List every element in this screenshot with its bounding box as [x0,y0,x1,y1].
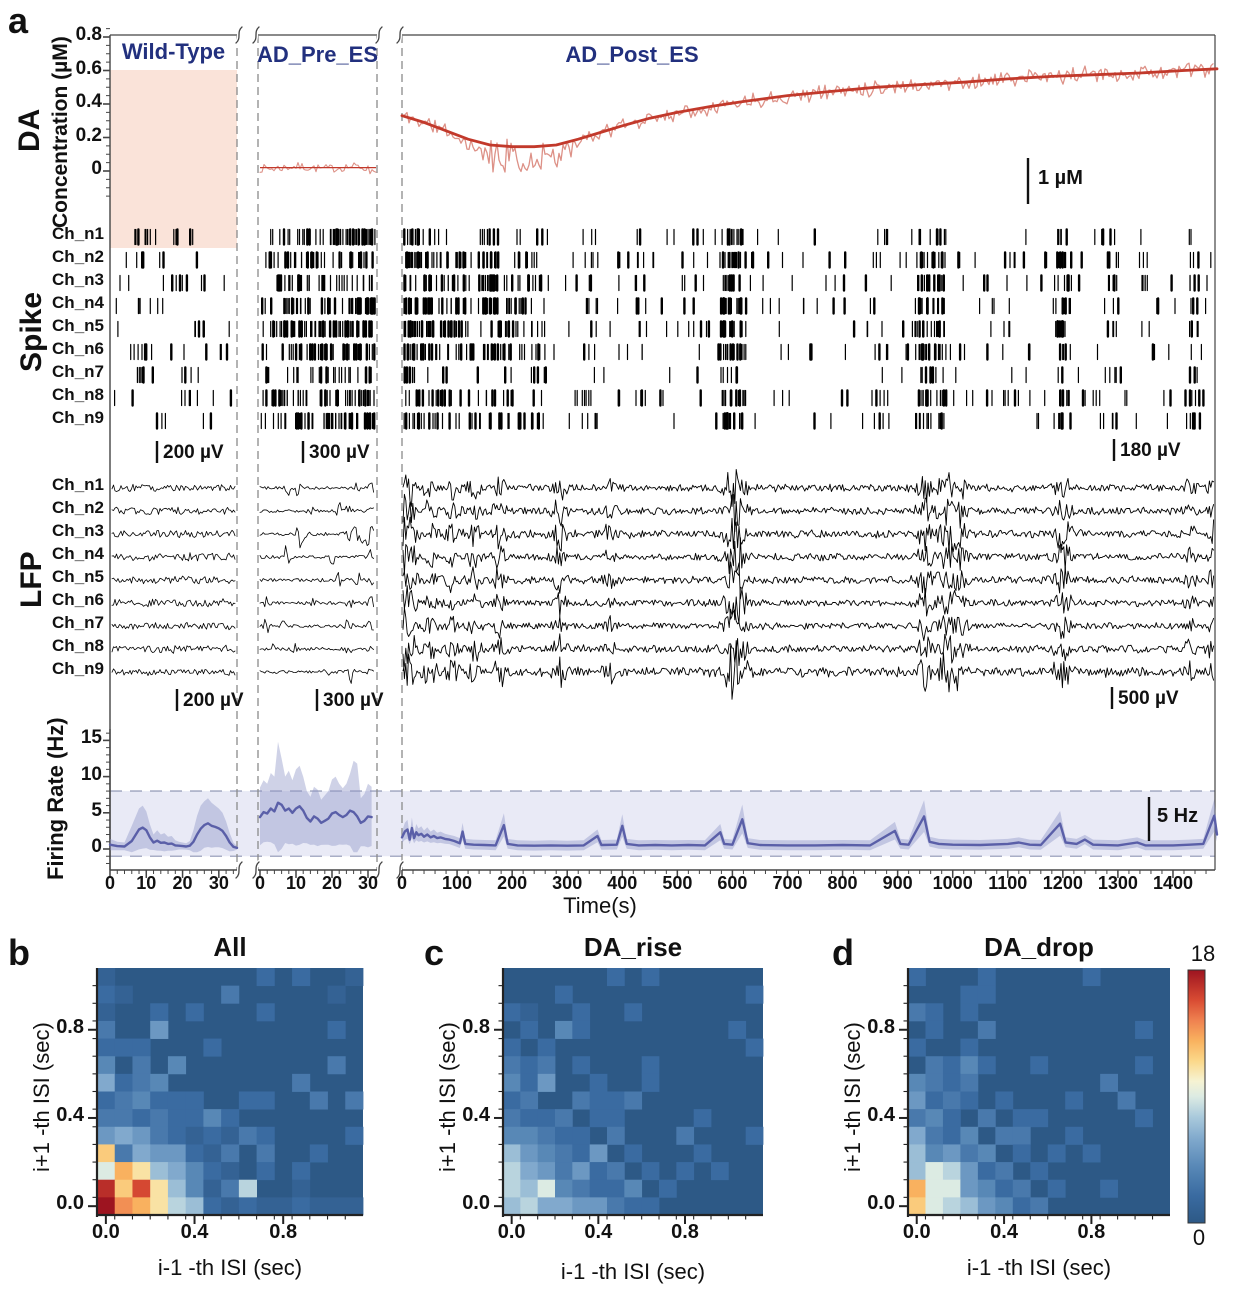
da-section-label: DA [13,108,46,152]
fr-scalebar-post: 5 Hz [1157,805,1199,827]
isi-ytick-label: 0.0 [56,1192,84,1215]
lfp-channel-label: Ch_n5 [52,567,104,586]
isi-xtick-label: 0.4 [584,1221,613,1243]
time-xtick-label: 10 [136,873,157,893]
isi-xtick-label: 0.0 [91,1221,120,1243]
isi-xlabel-d: i-1 -th ISI (sec) [966,1255,1112,1280]
time-xtick-label: 900 [882,873,913,893]
isi-ytick-label: 0.0 [462,1192,490,1215]
isi-xtick-label: 0.4 [180,1221,209,1243]
lfp-scalebar-post: 500 µV [1118,688,1179,709]
time-xtick-label: 700 [772,873,803,893]
time-xtick-label: 400 [607,873,638,893]
spike-scalebar-post: 180 µV [1120,440,1181,461]
lfp-channel-label: Ch_n1 [52,475,104,494]
spike-channel-label: Ch_n6 [52,339,104,358]
colorbar-min-label: 0 [1192,1225,1206,1250]
spike-channel-label: Ch_n3 [52,270,104,289]
da-ytick-label: 0.2 [75,124,102,146]
panel-a-label: a [8,0,29,41]
lfp-channel-label: Ch_n2 [52,498,104,517]
heatmap-title-all: All [213,932,247,962]
column-title-ad-post-es: AD_Post_ES [565,42,699,67]
panel-b-label: b [8,932,30,973]
isi-xtick-label: 0.0 [497,1221,526,1243]
fr-ytick-label: 15 [80,727,102,749]
lfp-channel-label: Ch_n3 [52,521,104,540]
isi-ytick-label: 0.8 [56,1015,84,1038]
lfp-scalebar-wt: 200 µV [183,690,244,711]
isi-ytick-label: 0.4 [56,1103,84,1126]
column-title-ad-pre-es: AD_Pre_ES [256,42,379,67]
time-xtick-label: 20 [172,873,193,893]
isi-xtick-label: 0.4 [990,1221,1018,1243]
lfp-channel-label: Ch_n4 [52,544,104,563]
da-ytick-label: 0 [91,158,102,179]
spike-scalebar-pre: 300 µV [309,442,370,463]
lfp-channel-label: Ch_n9 [52,659,104,678]
isi-xlabel-c: i-1 -th ISI (sec) [560,1259,706,1284]
spike-channel-label: Ch_n5 [52,316,104,335]
isi-xlabel-b: i-1 -th ISI (sec) [157,1255,303,1280]
time-xtick-label: 30 [208,873,229,893]
isi-xtick-label: 0.8 [671,1221,699,1243]
lfp-channel-label: Ch_n6 [52,590,104,609]
time-xtick-label: 0 [254,873,265,893]
isi-xtick-label: 0.8 [1077,1221,1106,1243]
spike-channel-label: Ch_n8 [52,385,104,404]
time-xtick-label: 1400 [1152,873,1193,893]
heatmap-title-da-rise: DA_rise [583,932,683,962]
isi-ytick-label: 0.4 [462,1103,490,1126]
isi-xtick-label: 0.8 [269,1221,298,1243]
time-xtick-label: 0 [104,873,115,893]
time-xtick-label: 500 [662,873,693,893]
isi-ytick-label: 0.0 [867,1192,895,1215]
spike-channel-label: Ch_n2 [52,247,104,266]
time-axis-title: Time(s) [563,893,637,918]
lfp-channel-label: Ch_n8 [52,636,104,655]
time-xtick-label: 0 [396,873,407,893]
isi-ytick-label: 0.8 [462,1015,490,1038]
panel-d-label: d [832,932,854,973]
spike-channel-label: Ch_n9 [52,408,104,427]
time-xtick-label: 600 [717,873,748,893]
lfp-scalebar-pre: 300 µV [323,690,384,711]
spike-scalebar-wt: 200 µV [163,442,224,463]
colorbar-max-label: 18 [1190,941,1216,966]
time-xtick-label: 1300 [1097,873,1138,893]
isi-ylabel-b: i+1 -th ISI (sec) [29,1022,54,1172]
da-ytick-label: 0.6 [75,57,102,79]
time-xtick-label: 800 [827,873,858,893]
time-xtick-label: 1000 [932,873,973,893]
fr-ytick-label: 10 [80,763,102,785]
time-xtick-label: 200 [497,873,528,893]
isi-ytick-label: 0.4 [867,1103,895,1126]
time-xtick-label: 30 [357,873,379,893]
isi-ylabel-d: i+1 -th ISI (sec) [840,1022,865,1172]
lfp-channel-label: Ch_n7 [52,613,104,632]
spike-channel-label: Ch_n4 [52,293,104,312]
time-xtick-label: 10 [285,873,307,893]
isi-ylabel-c: i+1 -th ISI (sec) [435,1022,460,1172]
time-xtick-label: 100 [442,873,473,893]
isi-xtick-label: 0.0 [902,1221,931,1243]
fr-ytick-label: 5 [91,799,102,821]
heatmap-title-da-drop: DA_drop [984,932,1094,962]
time-xtick-label: 1200 [1042,873,1083,893]
isi-ytick-label: 0.8 [867,1015,895,1038]
da-scalebar-label: 1 µM [1038,167,1083,189]
column-title-wild-type: Wild-Type [121,39,226,64]
time-xtick-label: 1100 [988,873,1028,893]
time-xtick-label: 300 [552,873,583,893]
da-ytick-label: 0.8 [75,24,102,45]
time-xtick-label: 20 [321,873,343,893]
da-ytick-label: 0.4 [75,91,102,112]
spike-channel-label: Ch_n7 [52,362,104,381]
spike-channel-label: Ch_n1 [52,224,104,243]
panel-c-label: c [424,932,445,973]
fr-ytick-label: 0 [91,836,102,857]
